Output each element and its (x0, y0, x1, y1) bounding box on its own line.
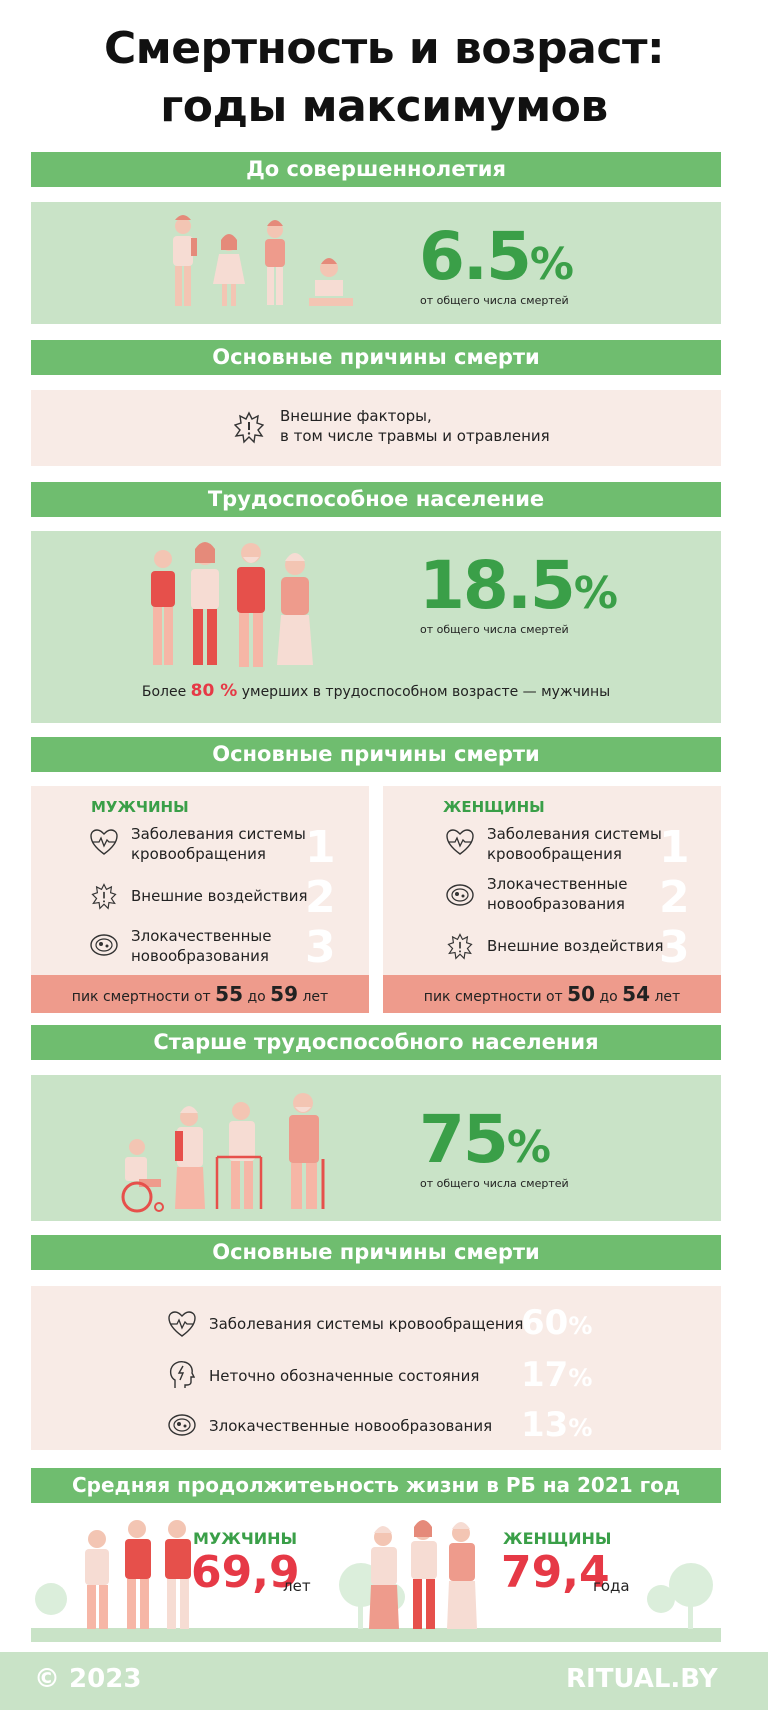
women-rank-3: 3 (659, 922, 690, 973)
brand-link[interactable]: RITUAL.BY (566, 1664, 718, 1694)
retirement-cause-2: Неточно обозначенные состояния (209, 1367, 480, 1385)
page-title: Смертность и возраст: годы максимумов (0, 20, 768, 136)
women-label: ЖЕНЩИНЫ (443, 798, 545, 816)
cells-icon (168, 1414, 196, 1436)
men-rank-1: 1 (305, 822, 336, 873)
minors-percent: 6.5% (419, 218, 575, 295)
section-header-causes-working-age: Основные причины смерти (31, 737, 721, 772)
men-rank-3: 3 (305, 922, 336, 973)
copyright: © 2023 (34, 1664, 142, 1694)
cells-icon (446, 884, 474, 906)
footer: © 2023 RITUAL.BY (0, 1652, 768, 1710)
men-share-note: Более 80 % умерших в трудоспособном возр… (141, 681, 611, 701)
men-cause-2: Внешние воздействия (131, 887, 308, 905)
heart-pulse-icon (446, 829, 474, 855)
explosion-icon (234, 411, 264, 444)
retirement-cause-3: Злокачественные новообразования (209, 1417, 493, 1435)
section-header-retirement-age: Старше трудоспособного населения (31, 1025, 721, 1060)
women-peak-mortality: пик смертности от 50 до 54 лет (383, 975, 721, 1013)
life-men-value: 69,9 (191, 1547, 300, 1598)
retirement-cause-2-percent: 17% (521, 1355, 593, 1395)
life-women-value: 79,4 (501, 1547, 610, 1598)
retirement-cause-1: Заболевания системы кровообращения (209, 1315, 524, 1333)
title-line-1: Смертность и возраст: (103, 23, 665, 74)
elderly-illustration (121, 1093, 325, 1213)
section-header-causes-retirement: Основные причины смерти (31, 1235, 721, 1270)
minors-cause-label: Внешние факторы, в том числе травмы и от… (280, 407, 550, 445)
heart-pulse-icon (168, 1311, 196, 1337)
explosion-icon (447, 933, 473, 960)
life-women-label: ЖЕНЩИНЫ (503, 1529, 612, 1548)
heart-pulse-icon (90, 829, 118, 855)
children-illustration (173, 215, 353, 306)
women-cause-2: Злокачественные новообразования (487, 875, 628, 913)
retirement-age-percent: 75% (419, 1101, 551, 1178)
men-label: МУЖЧИНЫ (91, 798, 189, 816)
minors-subtitle: от общего числа смертей (420, 294, 569, 307)
women-rank-1: 1 (659, 822, 690, 873)
life-men-unit: лет (283, 1577, 311, 1595)
men-peak-mortality: пик смертности от 55 до 59 лет (31, 975, 369, 1013)
adults-illustration (151, 542, 313, 667)
section-header-minors: До совершеннолетия (31, 152, 721, 187)
section-header-life-expectancy: Средняя продолжитеьность жизни в РБ на 2… (31, 1468, 721, 1503)
retirement-age-subtitle: от общего числа смертей (420, 1177, 569, 1190)
retirement-causes-panel: Заболевания системы кровообращения 60% Н… (31, 1286, 721, 1450)
head-lightning-icon (169, 1361, 195, 1388)
men-causes-card: МУЖЧИНЫ Заболевания системы кровообращен… (31, 786, 369, 1013)
retirement-cause-3-percent: 13% (521, 1405, 593, 1445)
life-expectancy-panel: МУЖЧИНЫ 69,9 лет ЖЕНЩИНЫ 79,4 года (31, 1515, 721, 1642)
working-age-panel: 18.5% от общего числа смертей Более 80 %… (31, 531, 721, 723)
section-header-causes-minors: Основные причины смерти (31, 340, 721, 375)
men-rank-2: 2 (305, 872, 336, 923)
explosion-icon (91, 883, 117, 910)
women-causes-card: ЖЕНЩИНЫ Заболевания системы кровообращен… (383, 786, 721, 1013)
men-cause-3: Злокачественные новообразования (131, 927, 272, 965)
cells-icon (90, 934, 118, 956)
women-cause-3: Внешние воздействия (487, 937, 664, 955)
title-line-2: годы максимумов (160, 81, 608, 132)
section-header-working-age: Трудоспособное население (31, 482, 721, 517)
men-share-value: 80 % (190, 681, 238, 701)
retirement-cause-1-percent: 60% (521, 1303, 593, 1343)
women-rank-2: 2 (659, 872, 690, 923)
women-cause-1: Заболевания системы кровообращения (487, 825, 662, 863)
minors-causes-panel: Внешние факторы, в том числе травмы и от… (31, 390, 721, 466)
men-cause-1: Заболевания системы кровообращения (131, 825, 306, 863)
retirement-age-panel: 75% от общего числа смертей (31, 1075, 721, 1221)
working-age-percent: 18.5% (419, 547, 618, 624)
minors-panel: 6.5% от общего числа смертей (31, 202, 721, 324)
people-and-trees-illustration (31, 1520, 721, 1642)
life-women-unit: года (593, 1577, 630, 1595)
working-age-subtitle: от общего числа смертей (420, 623, 569, 636)
life-men-label: МУЖЧИНЫ (193, 1529, 298, 1548)
